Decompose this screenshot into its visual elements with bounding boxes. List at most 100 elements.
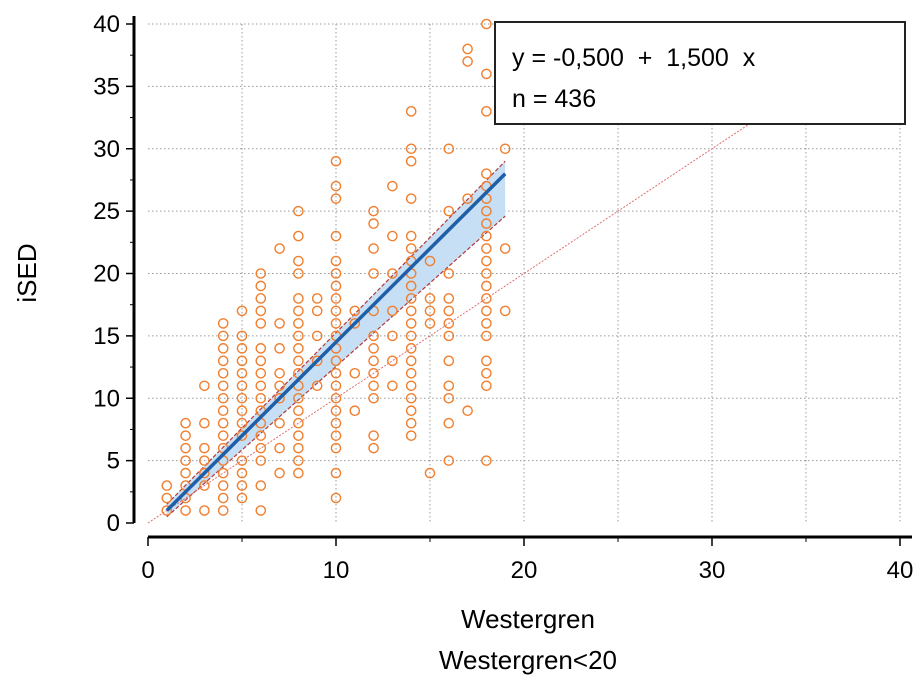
data-point bbox=[481, 318, 492, 329]
data-point bbox=[236, 405, 248, 417]
y-tick-label: 40 bbox=[93, 11, 120, 38]
data-point bbox=[274, 467, 285, 479]
data-point bbox=[274, 392, 285, 404]
data-point bbox=[236, 367, 248, 379]
data-point bbox=[274, 442, 285, 454]
data-point bbox=[217, 318, 229, 329]
x-tick-label: 30 bbox=[699, 557, 726, 584]
data-point bbox=[443, 392, 455, 404]
data-point bbox=[255, 455, 267, 466]
y-tick-label: 10 bbox=[93, 385, 120, 412]
data-point bbox=[387, 380, 398, 392]
data-point bbox=[405, 230, 417, 242]
confidence-band-fill bbox=[166, 161, 506, 517]
confidence-upper-edge bbox=[166, 160, 506, 505]
data-point bbox=[255, 318, 267, 329]
data-point bbox=[330, 293, 342, 304]
data-point bbox=[462, 43, 473, 55]
data-point bbox=[217, 492, 229, 504]
data-point bbox=[481, 380, 492, 392]
axes: 0 5 10 15 20 25 30 35 40 0 10 20 30 40 bbox=[93, 11, 913, 584]
data-point bbox=[481, 106, 492, 117]
data-point bbox=[405, 155, 417, 167]
data-point bbox=[274, 367, 285, 379]
data-point bbox=[199, 505, 210, 516]
data-point bbox=[499, 243, 511, 254]
data-point bbox=[217, 430, 229, 441]
y-tick-label: 0 bbox=[107, 510, 120, 537]
data-point bbox=[217, 417, 229, 429]
data-point bbox=[405, 193, 417, 204]
data-point bbox=[405, 355, 417, 367]
data-point bbox=[443, 143, 455, 155]
data-point bbox=[330, 417, 342, 429]
data-point bbox=[499, 143, 511, 155]
data-point bbox=[387, 305, 398, 317]
y-tick-label: 15 bbox=[93, 323, 120, 350]
data-point bbox=[387, 330, 398, 342]
data-point bbox=[236, 430, 248, 441]
data-point bbox=[217, 480, 229, 491]
data-point bbox=[443, 455, 455, 466]
data-point bbox=[217, 505, 229, 516]
data-point bbox=[481, 268, 492, 279]
data-point bbox=[368, 218, 379, 229]
data-point bbox=[293, 467, 304, 479]
data-point bbox=[255, 343, 267, 354]
data-point bbox=[387, 230, 398, 242]
data-point bbox=[293, 455, 304, 466]
data-point bbox=[330, 268, 342, 279]
data-point bbox=[330, 155, 342, 167]
data-point bbox=[180, 505, 191, 516]
data-point bbox=[217, 467, 229, 479]
data-point bbox=[443, 305, 455, 317]
data-point bbox=[481, 455, 492, 466]
data-point bbox=[405, 305, 417, 317]
data-point bbox=[199, 417, 210, 429]
data-point bbox=[443, 380, 455, 392]
data-point bbox=[424, 467, 436, 479]
data-point bbox=[443, 268, 455, 279]
data-point bbox=[161, 480, 173, 491]
data-point bbox=[330, 380, 342, 392]
data-point bbox=[330, 305, 342, 317]
data-point bbox=[387, 268, 398, 279]
data-point bbox=[424, 305, 436, 317]
data-point bbox=[217, 355, 229, 367]
data-point bbox=[293, 305, 304, 317]
data-point bbox=[236, 480, 248, 491]
data-point bbox=[293, 343, 304, 354]
data-point bbox=[274, 343, 285, 354]
data-point bbox=[481, 243, 492, 254]
data-point bbox=[217, 405, 229, 417]
data-point bbox=[293, 255, 304, 267]
data-point bbox=[405, 392, 417, 404]
data-point bbox=[481, 68, 492, 80]
data-point bbox=[481, 305, 492, 317]
data-point bbox=[424, 318, 436, 329]
x-axis-subtitle: Westergren<20 bbox=[439, 645, 617, 675]
data-point bbox=[293, 355, 304, 367]
legend-n: n = 436 bbox=[512, 85, 596, 113]
data-point bbox=[311, 380, 323, 392]
data-point bbox=[217, 343, 229, 354]
data-point bbox=[236, 467, 248, 479]
data-point bbox=[293, 330, 304, 342]
data-point bbox=[330, 467, 342, 479]
data-point bbox=[443, 318, 455, 329]
data-point bbox=[481, 280, 492, 292]
data-point bbox=[293, 417, 304, 429]
data-point bbox=[199, 442, 210, 454]
data-point bbox=[349, 318, 361, 329]
data-point bbox=[368, 343, 379, 354]
data-point bbox=[217, 392, 229, 404]
x-tick-label: 0 bbox=[141, 557, 154, 584]
confidence-band bbox=[166, 160, 506, 518]
data-point bbox=[255, 442, 267, 454]
data-point bbox=[255, 480, 267, 491]
data-point bbox=[481, 230, 492, 242]
data-point bbox=[443, 330, 455, 342]
data-point bbox=[481, 255, 492, 267]
data-point bbox=[236, 492, 248, 504]
